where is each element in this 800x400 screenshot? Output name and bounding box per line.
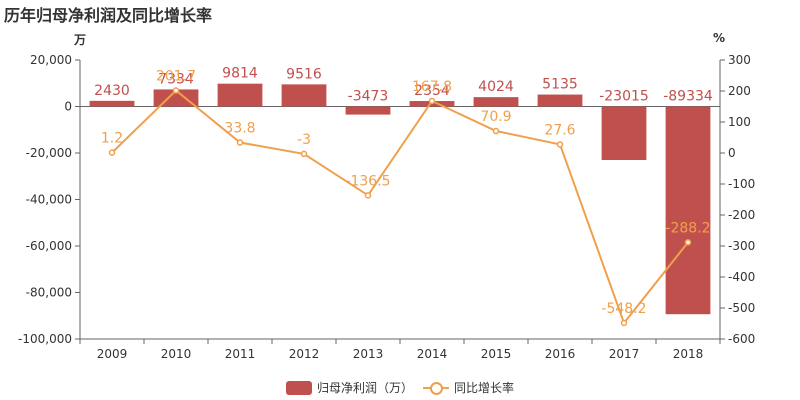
bar-2015 bbox=[473, 97, 519, 107]
growth-value-label: 70.9 bbox=[480, 109, 511, 125]
left-axis-tick-label: -80,000 bbox=[26, 286, 72, 300]
right-axis-tick-label: -600 bbox=[728, 332, 755, 346]
right-axis-tick-label: 300 bbox=[728, 53, 751, 67]
left-axis-tick-label: -20,000 bbox=[26, 146, 72, 160]
bar-2012 bbox=[281, 84, 327, 107]
growth-point-2012 bbox=[300, 150, 308, 158]
right-axis-unit: % bbox=[713, 31, 726, 45]
bar-2017 bbox=[601, 106, 647, 161]
legend-item-growth[interactable]: 同比增长率 bbox=[423, 379, 514, 396]
growth-value-label: -288.2 bbox=[665, 220, 710, 236]
growth-point-2017 bbox=[620, 319, 628, 327]
right-axis-tick-label: -200 bbox=[728, 208, 755, 222]
legend-line-swatch bbox=[423, 381, 449, 395]
growth-value-label: 33.8 bbox=[224, 121, 255, 137]
bar-value-label: 5135 bbox=[542, 77, 578, 93]
legend-bar-swatch bbox=[285, 380, 312, 395]
x-axis-tick-label: 2013 bbox=[353, 347, 384, 361]
x-axis-tick-label: 2016 bbox=[545, 347, 576, 361]
x-axis-tick-label: 2009 bbox=[97, 347, 128, 361]
x-axis-tick-label: 2011 bbox=[225, 347, 256, 361]
right-axis-tick-label: -300 bbox=[728, 239, 755, 253]
bar-value-label: -3473 bbox=[348, 89, 389, 105]
right-axis-tick-label: 200 bbox=[728, 84, 751, 98]
chart-title: 历年归母净利润及同比增长率 bbox=[4, 6, 213, 25]
legend-growth-label: 同比增长率 bbox=[454, 381, 515, 395]
right-axis-tick-label: -500 bbox=[728, 301, 755, 315]
left-axis-tick-label: 0 bbox=[64, 100, 72, 114]
left-axis-tick-label: -60,000 bbox=[26, 239, 72, 253]
bar-value-label: 9814 bbox=[222, 66, 258, 82]
bar-value-label: -23015 bbox=[599, 89, 649, 105]
bar-2011 bbox=[217, 83, 263, 107]
growth-value-label: -136.5 bbox=[345, 173, 390, 189]
growth-point-2016 bbox=[556, 141, 564, 148]
bar-value-label: -89334 bbox=[663, 89, 713, 105]
growth-line bbox=[111, 89, 689, 325]
bar-value-label: 7334 bbox=[158, 71, 194, 87]
growth-point-2011 bbox=[236, 139, 244, 146]
bar-2016 bbox=[537, 94, 583, 107]
left-axis-tick-label: -100,000 bbox=[18, 332, 72, 346]
growth-point-2014 bbox=[428, 97, 436, 105]
growth-value-label: 201.7 bbox=[156, 68, 196, 84]
x-axis-tick-label: 2015 bbox=[481, 347, 512, 361]
right-axis-tick-label: 0 bbox=[728, 146, 736, 160]
left-axis-tick-label: -40,000 bbox=[26, 193, 72, 207]
x-axis-tick-label: 2018 bbox=[673, 347, 704, 361]
growth-point-2009 bbox=[108, 149, 116, 156]
right-axis-tick-label: -100 bbox=[728, 177, 755, 191]
growth-value-label: -3 bbox=[297, 132, 311, 148]
x-axis-tick-label: 2017 bbox=[609, 347, 640, 361]
x-axis-tick-label: 2012 bbox=[289, 347, 320, 361]
growth-point-2013 bbox=[364, 192, 372, 199]
growth-point-2010 bbox=[172, 87, 180, 94]
bar-value-label: 2354 bbox=[414, 83, 450, 99]
right-axis-tick-label: -400 bbox=[728, 270, 755, 284]
growth-point-2018 bbox=[684, 239, 692, 246]
legend-profit-label: 归母净利润（万） bbox=[316, 381, 413, 395]
legend-item-profit[interactable]: 归母净利润（万） bbox=[285, 379, 413, 396]
growth-point-2015 bbox=[492, 127, 500, 135]
right-axis-tick-label: 100 bbox=[728, 115, 751, 129]
bar-2013 bbox=[345, 106, 391, 115]
growth-value-label: 167.8 bbox=[412, 79, 452, 95]
chart-legend: 归母净利润（万） 同比增长率 bbox=[0, 379, 800, 396]
growth-value-label: 1.2 bbox=[101, 131, 123, 147]
growth-value-label: 27.6 bbox=[544, 122, 575, 138]
x-axis-tick-label: 2010 bbox=[161, 347, 192, 361]
bar-value-label: 9516 bbox=[286, 66, 322, 82]
left-axis-tick-label: 20,000 bbox=[30, 53, 72, 67]
left-axis-unit: 万 bbox=[74, 33, 87, 47]
growth-value-label: -548.2 bbox=[601, 301, 646, 317]
bar-value-label: 4024 bbox=[478, 79, 514, 95]
bar-2018 bbox=[665, 106, 711, 315]
x-axis-tick-label: 2014 bbox=[417, 347, 448, 361]
bar-2009 bbox=[89, 100, 135, 107]
bar-value-label: 2430 bbox=[94, 83, 130, 99]
